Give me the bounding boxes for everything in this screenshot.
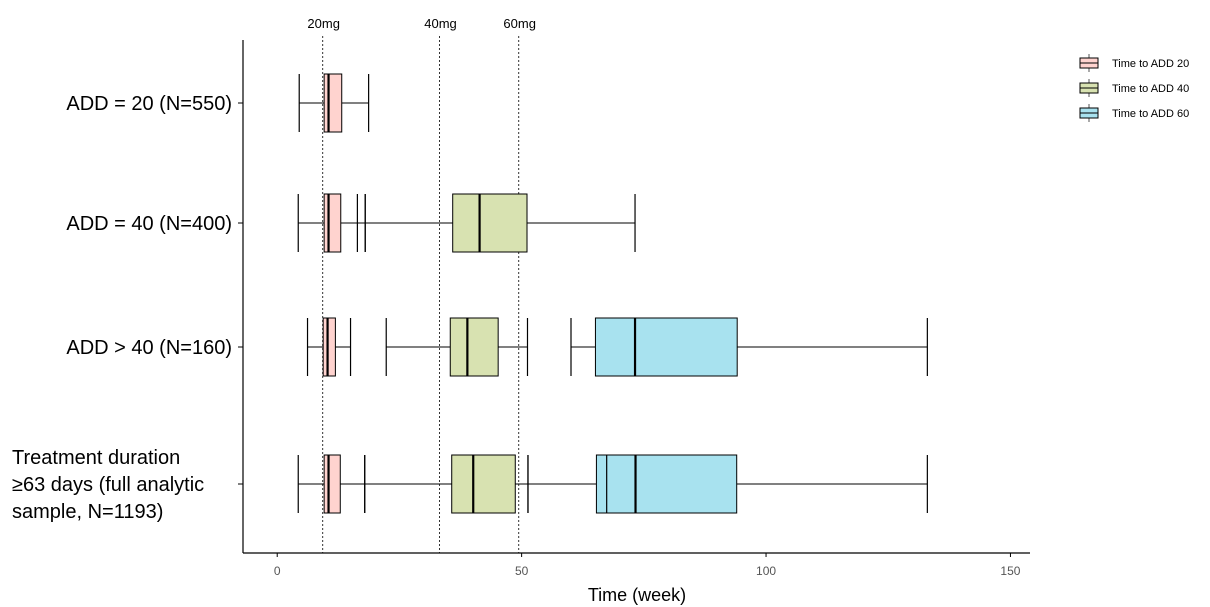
box [449, 317, 499, 377]
category-label-line: ≥63 days (full analytic [12, 474, 204, 496]
category-label: ADD = 40 (N=400) [66, 213, 232, 235]
reference-lines: 20mg 40mg 60mg [307, 16, 536, 553]
category-label-line: Treatment duration [12, 447, 180, 469]
box [322, 317, 336, 377]
x-tick-label: 100 [756, 564, 776, 578]
category-label: ADD = 20 (N=550) [66, 93, 232, 115]
box [323, 454, 341, 514]
box-group [297, 193, 636, 253]
x-tick-label: 0 [274, 564, 281, 578]
box [451, 454, 516, 514]
legend-label: Time to ADD 40 [1112, 83, 1189, 95]
box-group [297, 454, 928, 514]
x-axis-label: Time (week) [588, 585, 686, 605]
x-axis-ticks: 0 50 100 150 [274, 553, 1021, 578]
reference-line-label: 40mg [424, 16, 457, 31]
reference-line-label: 60mg [503, 16, 536, 31]
box-plots [297, 73, 928, 514]
legend-item: Time to ADD 20 [1079, 54, 1189, 72]
legend-label: Time to ADD 20 [1112, 58, 1189, 70]
category-label-line: sample, N=1193) [12, 501, 163, 523]
box [452, 193, 528, 253]
legend-label: Time to ADD 60 [1112, 108, 1189, 120]
reference-line-label: 20mg [307, 16, 340, 31]
box [323, 73, 343, 133]
box [323, 193, 342, 253]
box-group [298, 73, 370, 133]
axes [242, 40, 1030, 554]
category-label: ADD > 40 (N=160) [66, 337, 232, 359]
box-group [306, 317, 928, 377]
legend-item: Time to ADD 40 [1079, 79, 1189, 97]
legend-item: Time to ADD 60 [1079, 104, 1189, 122]
x-tick-label: 50 [515, 564, 529, 578]
box [595, 454, 738, 514]
category-labels: ADD = 20 (N=550) ADD = 40 (N=400) ADD > 40… [12, 93, 243, 523]
legend: Time to ADD 20 Time to ADD 40 Time to ADD … [1079, 54, 1189, 122]
x-tick-label: 150 [1000, 564, 1020, 578]
box [594, 317, 738, 377]
